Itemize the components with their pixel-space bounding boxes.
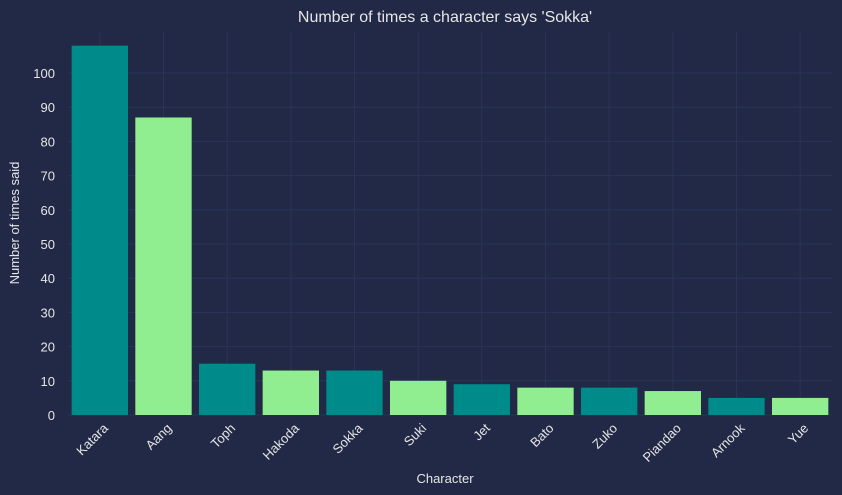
y-tick-label-10: 10 [41,374,55,389]
bar-arnook [708,397,765,415]
bar-sokka [326,370,383,415]
y-axis-ticks: 0 10 20 30 40 50 60 70 80 90 100 [33,66,55,423]
bar-hakoda [262,370,320,415]
x-tick-label-yue: Yue [785,421,811,447]
bar-yue [771,397,829,415]
bar-toph [198,363,256,415]
x-tick-label-toph: Toph [208,421,239,452]
x-tick-label-zuko: Zuko [589,421,620,452]
x-tick-label-arnook: Arnook [708,420,748,460]
x-axis-ticks: Katara Aang Toph Hakoda Sokka Suki Jet Bato Zuko… [73,420,811,465]
chart-title: Number of times a character says 'Sokka' [298,9,592,26]
x-tick-label-katara: Katara [73,420,111,458]
x-tick-label-hakoda: Hakoda [260,420,303,463]
y-tick-label-50: 50 [41,237,55,252]
x-tick-label-jet: Jet [470,420,493,443]
x-tick-label-suki: Suki [401,420,430,449]
y-tick-label-60: 60 [41,203,55,218]
y-tick-label-0: 0 [48,408,55,423]
bar-bato [517,387,574,415]
x-axis-label: Character [416,471,474,486]
bar-zuko [580,387,638,415]
bar-suki [389,380,447,415]
y-tick-label-70: 70 [41,169,55,184]
x-tick-label-aang: Aang [143,421,175,453]
bar-katara [71,45,129,416]
y-tick-label-30: 30 [41,305,55,320]
y-tick-label-90: 90 [41,100,55,115]
x-tick-label-bato: Bato [527,421,557,451]
x-tick-label-sokka: Sokka [329,420,366,457]
y-axis-label: Number of times said [7,162,22,285]
bar-aang [135,117,192,415]
bars [71,45,829,416]
y-tick-label-80: 80 [41,134,55,149]
y-tick-label-20: 20 [41,340,55,355]
y-tick-label-100: 100 [33,66,55,81]
bar-jet [453,384,511,415]
x-tick-label-piandao: Piandao [640,421,684,465]
y-tick-label-40: 40 [41,271,55,286]
bar-piandao [644,391,702,415]
